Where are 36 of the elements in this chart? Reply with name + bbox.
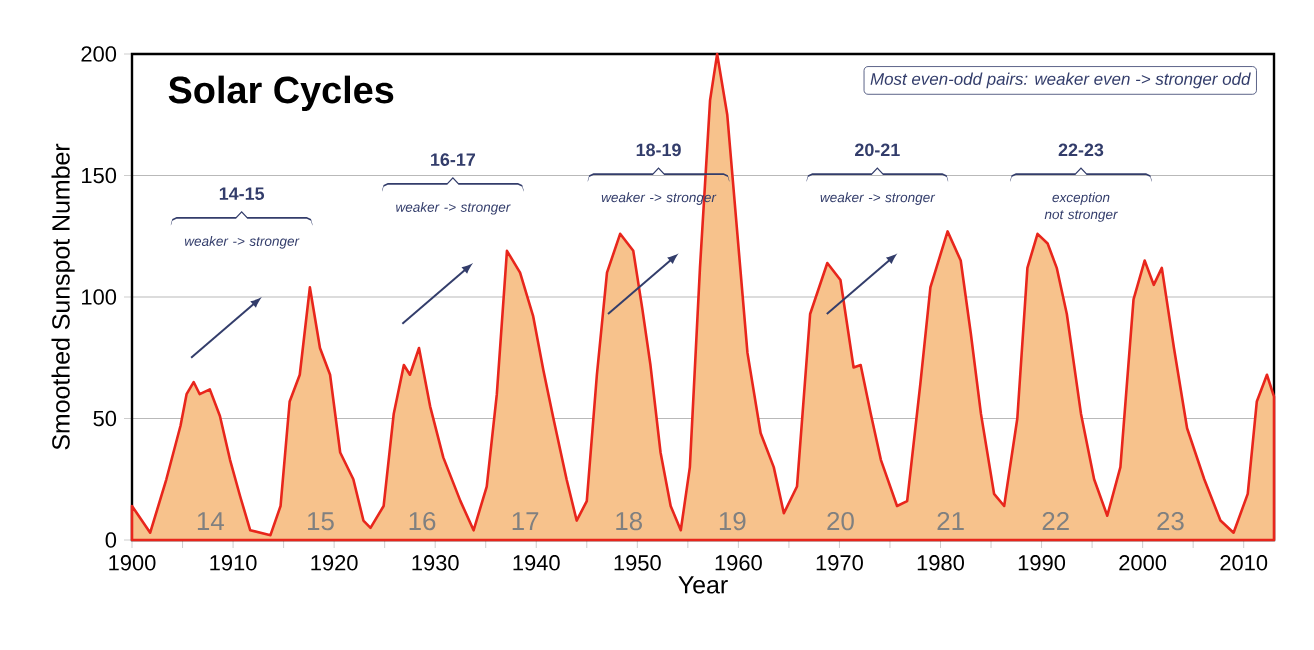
y-tick-label: 150 <box>82 167 117 184</box>
annotation: 22-23 <box>1058 143 1104 157</box>
annotation: 20-21 <box>855 143 900 157</box>
x-tick-label: 1990 <box>1018 555 1066 571</box>
annotation: 20 <box>827 511 854 531</box>
annotation: Most even-odd pairs: weaker even -> stronger odd <box>870 72 1251 89</box>
annotation: 17 <box>512 512 539 530</box>
y-axis-title: Smoothed Sunspot Number <box>51 143 75 450</box>
annotation: 15 <box>308 512 334 531</box>
y-tick-label: 0 <box>105 532 117 548</box>
annotation: 22 <box>1042 511 1069 530</box>
annotation: 18-19 <box>636 143 681 157</box>
y-tick-label: 50 <box>93 410 117 427</box>
annotation: 14-15 <box>219 187 265 200</box>
x-tick-label: 1950 <box>614 555 661 571</box>
x-tick-label: 2000 <box>1119 555 1167 571</box>
annotation: 16 <box>409 511 436 531</box>
x-tick-label: 1980 <box>917 555 964 571</box>
annotation: 23 <box>1157 511 1184 531</box>
text: Solar Cycles <box>168 75 394 111</box>
annotation: 18 <box>616 511 642 531</box>
x-tick-label: 1930 <box>412 555 459 571</box>
x-tick-label: 2010 <box>1220 555 1268 571</box>
annotation: 16-17 <box>431 153 476 166</box>
x-tick-label: 1960 <box>715 555 762 571</box>
x-tick-label: 1910 <box>210 555 257 571</box>
x-tick-label: 1940 <box>513 555 560 571</box>
x-tick-label: 1970 <box>816 555 863 571</box>
y-tick-label: 200 <box>81 46 117 62</box>
y-tick-label: 100 <box>82 289 117 305</box>
annotation: 19 <box>719 511 746 531</box>
annotation: 21 <box>937 511 964 530</box>
x-tick-label: 1920 <box>311 555 358 571</box>
x-axis-title: Year <box>678 576 728 594</box>
x-tick-label: 1900 <box>109 555 156 571</box>
annotation: 14 <box>197 512 224 530</box>
